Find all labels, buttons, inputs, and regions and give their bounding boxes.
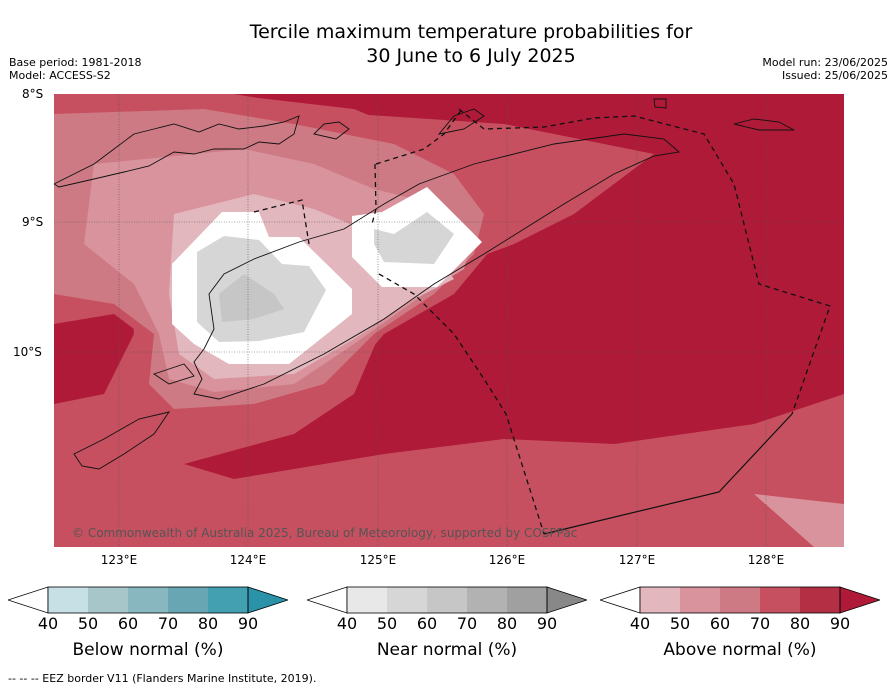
- colorbar-tick-label: 60: [416, 614, 438, 633]
- lat-label-9s: 9°S: [22, 215, 44, 229]
- babar-coast: [733, 118, 795, 131]
- colorbar-outline: [346, 586, 548, 614]
- colorbar-min-extension: [6, 586, 49, 614]
- colorbar-tick-label: 50: [376, 614, 398, 633]
- meta-left: Base period: 1981-2018 Model: ACCESS-S2: [9, 56, 141, 82]
- issued-text: Issued: 25/06/2025: [781, 69, 888, 82]
- legend-near-normal: 40 50 60 70 80 90 Near normal (%): [305, 586, 589, 666]
- colorbar-segment: [128, 587, 168, 613]
- wetar-west-coast: [437, 108, 485, 135]
- rote-coast: [73, 411, 171, 470]
- colorbar-tick-label: 40: [37, 614, 59, 633]
- colorbar-label: Above normal (%): [663, 640, 817, 660]
- timor-coast: [193, 133, 681, 400]
- colorbar-label: Below normal (%): [72, 640, 224, 660]
- lon-label-124e: 124°E: [229, 553, 267, 567]
- model-run-text: Model run: 23/06/2025: [762, 56, 888, 69]
- colorbar-segment: [88, 587, 128, 613]
- colorbar-tick-label: 60: [709, 614, 731, 633]
- colorbar-tick-label: 40: [629, 614, 651, 633]
- lon-label-123e: 123°E: [100, 553, 138, 567]
- colorbar-tick-label: 80: [789, 614, 811, 633]
- model-text: Model: ACCESS-S2: [9, 69, 111, 82]
- coastlines: [54, 98, 795, 470]
- colorbar-tick-label: 70: [456, 614, 478, 633]
- colorbar-segment: [208, 587, 248, 613]
- flores-coast: [54, 115, 300, 188]
- title-line-1: Tercile maximum temperature probabilitie…: [249, 21, 693, 43]
- base-period-text: Base period: 1981-2018: [9, 56, 142, 69]
- colorbar-tick-label: 70: [157, 614, 179, 633]
- semau-coast: [152, 363, 195, 385]
- legend-below-normal: 40 50 60 70 80 90 Below normal (%): [6, 586, 290, 666]
- copyright-text: © Commonwealth of Australia 2025, Bureau…: [72, 526, 577, 540]
- colorbar-2: [598, 586, 882, 614]
- eez-border-solid: [543, 413, 793, 535]
- colorbar-segment: [800, 587, 840, 613]
- colorbar-segment: [387, 587, 427, 613]
- colorbar-tick-label: 40: [336, 614, 358, 633]
- colorbar-tick-label: 50: [669, 614, 691, 633]
- colorbar-tick-label: 50: [77, 614, 99, 633]
- eez-footnote: -- -- -- EEZ border V11 (Flanders Marine…: [8, 672, 317, 685]
- lon-label-128e: 128°E: [747, 553, 785, 567]
- lon-label-125e: 125°E: [359, 553, 397, 567]
- colorbar-tick-label: 90: [829, 614, 851, 633]
- lon-label-126e: 126°E: [488, 553, 526, 567]
- alor-coast: [313, 121, 350, 140]
- colorbar-tick-label: 80: [197, 614, 219, 633]
- lat-label-10s: 10°S: [13, 345, 42, 359]
- title-line-2: 30 June to 6 July 2025: [366, 45, 576, 67]
- colorbar-segment: [640, 587, 680, 613]
- colorbar-segment: [427, 587, 467, 613]
- near-normal-50-east: [374, 212, 454, 264]
- colorbar-segment: [347, 587, 387, 613]
- colorbar-outline: [47, 586, 249, 614]
- colorbar-min-extension: [305, 586, 348, 614]
- near-normal-60: [219, 274, 284, 322]
- colorbar-tick-label: 90: [536, 614, 558, 633]
- band-above-60-se: [754, 494, 844, 547]
- colorbar-tick-label: 70: [749, 614, 771, 633]
- colorbar-segment: [48, 587, 88, 613]
- colorbar-outline: [639, 586, 841, 614]
- colorbar-max-extension: [546, 586, 589, 614]
- lon-label-127e: 127°E: [618, 553, 656, 567]
- colorbar-0: [6, 586, 290, 614]
- meta-right: Model run: 23/06/2025 Issued: 25/06/2025: [762, 56, 888, 82]
- colorbar-segment: [720, 587, 760, 613]
- lat-label-8s: 8°S: [22, 87, 44, 101]
- colorbar-segment: [467, 587, 507, 613]
- colorbar-segment: [168, 587, 208, 613]
- colorbar-max-extension: [839, 586, 882, 614]
- colorbar-label: Near normal (%): [376, 640, 518, 660]
- colorbar-1: [305, 586, 589, 614]
- colorbar-tick-label: 80: [496, 614, 518, 633]
- colorbar-tick-label: 60: [117, 614, 139, 633]
- band-above-90: [184, 94, 844, 479]
- colorbar-segment: [507, 587, 547, 613]
- chart-title: Tercile maximum temperature probabilitie…: [0, 20, 896, 68]
- eez-border: [253, 108, 831, 535]
- colorbar-max-extension: [247, 586, 290, 614]
- gridlines: [54, 94, 844, 547]
- colorbar-segment: [760, 587, 800, 613]
- legend-above-normal: 40 50 60 70 80 90 Above normal (%): [598, 586, 882, 666]
- probability-map: © Commonwealth of Australia 2025, Bureau…: [54, 94, 844, 547]
- colorbar-segment: [680, 587, 720, 613]
- romang-coast: [653, 98, 667, 109]
- colorbar-tick-label: 90: [237, 614, 259, 633]
- colorbar-min-extension: [598, 586, 641, 614]
